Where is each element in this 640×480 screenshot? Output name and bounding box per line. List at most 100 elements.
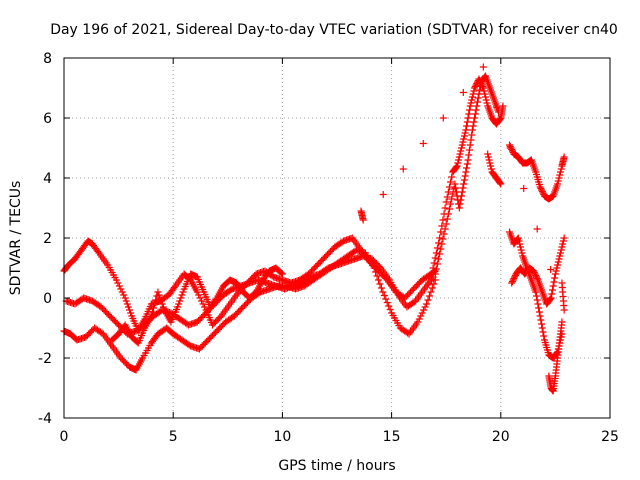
y-tick-label: 6 [43,111,52,127]
series-arc-6 [431,72,503,278]
data-point [428,284,436,292]
data-point [536,312,544,320]
data-point [455,153,463,161]
data-point [509,276,517,284]
data-point [560,234,568,242]
data-point [359,216,367,224]
data-point [463,118,471,126]
data-point [468,93,476,101]
data-point [516,243,524,251]
data-point [506,141,514,149]
data-point [535,304,543,312]
data-point [460,176,468,184]
data-point [127,309,135,317]
data-point [115,282,123,290]
data-point [148,308,156,316]
data-point [470,118,478,126]
y-tick-labels: -4 -2 0 2 4 6 8 [38,51,52,427]
data-point [520,185,528,192]
data-point [438,240,446,248]
data-point [463,160,471,168]
data-point [423,300,431,308]
data-point [493,104,501,111]
data-point [435,239,443,247]
data-point [530,269,538,276]
data-point [448,173,456,181]
data-point [471,110,479,118]
data-point [514,234,522,242]
data-point [382,295,390,303]
data-point [554,177,562,185]
data-point [439,216,447,224]
data-point [460,135,468,143]
data-point [112,276,120,284]
data-point [155,291,163,299]
data-point [461,129,469,137]
data-point [547,294,555,302]
data-point [433,260,441,268]
data-point [484,150,492,158]
data-point [559,240,567,248]
data-point [486,159,494,167]
x-tick-labels: 0 5 10 15 20 25 [60,429,619,445]
data-point [454,159,462,167]
data-point [531,270,539,278]
series-arc-9 [506,228,566,362]
data-point [126,306,134,314]
data-point [532,272,540,279]
data-point [441,225,449,233]
data-point [425,292,433,300]
data-point [487,162,495,170]
data-point [466,102,474,110]
y-tick-label: -4 [38,411,52,427]
data-point [483,99,491,107]
data-point [175,300,183,308]
data-point [497,180,505,188]
data-point [556,249,564,257]
data-point [462,126,470,134]
data-point [553,264,561,272]
data-point [479,63,487,71]
data-point [379,191,387,198]
data-point [471,114,479,122]
data-point [442,198,450,206]
data-point [123,300,131,308]
data-point [547,266,555,273]
data-point [439,114,447,122]
data-point [468,96,476,104]
y-tick-label: -2 [38,351,52,367]
x-tick-label: 25 [601,429,619,445]
data-point [466,141,474,149]
data-point [496,115,504,123]
data-point [379,288,387,296]
data-point [534,300,542,308]
data-point [459,89,467,96]
data-point [457,147,465,155]
data-point [538,320,546,328]
data-point [385,302,393,310]
data-point [443,215,451,223]
y-tick-label: 8 [43,51,52,67]
data-point [147,312,155,320]
series-arc-4 [108,264,286,347]
data-point [430,259,438,267]
data-point [429,264,437,272]
data-point [485,156,493,164]
data-point [537,316,545,324]
x-tick-label: 20 [492,429,510,445]
data-point [448,195,456,203]
data-point [442,220,450,228]
data-point [538,188,546,195]
data-point [496,179,504,187]
data-point [373,272,381,280]
x-tick-label: 10 [273,429,291,445]
y-tick-label: 2 [43,231,52,247]
data-point [538,186,546,194]
data-point [487,165,495,173]
data-point [432,249,440,257]
data-point [474,98,482,106]
series-isolated [357,63,568,314]
data-point [554,258,562,266]
data-point [456,200,464,208]
